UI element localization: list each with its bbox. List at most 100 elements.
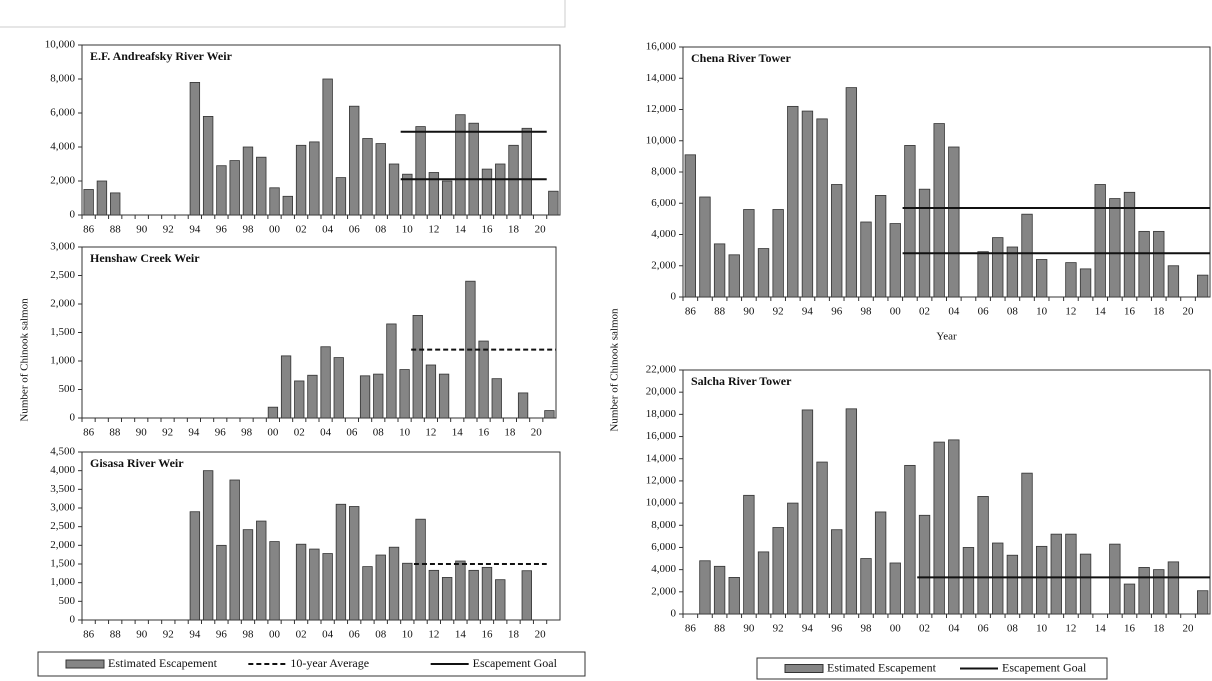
bar <box>889 223 901 298</box>
bar <box>307 374 318 419</box>
bar <box>1006 246 1019 298</box>
bar <box>743 209 755 298</box>
x-tick-label: 12 <box>428 629 439 641</box>
x-tick-label: 06 <box>349 629 361 641</box>
x-tick-label: 08 <box>375 224 387 236</box>
bar <box>1050 533 1062 615</box>
bar <box>728 577 740 615</box>
bar <box>388 546 400 621</box>
x-tick-label: 94 <box>189 224 201 236</box>
bar <box>699 560 711 615</box>
bar <box>399 369 410 419</box>
x-tick-label: 18 <box>504 427 516 439</box>
legend-box <box>37 651 586 677</box>
x-tick-label: 90 <box>136 629 148 641</box>
y-tick-label: 12,000 <box>646 474 677 486</box>
bar <box>728 254 740 298</box>
x-tick-label: 02 <box>296 629 307 641</box>
y-tick-label: 2,500 <box>50 520 75 532</box>
bar <box>1167 265 1180 298</box>
x-tick-label: 90 <box>743 306 755 318</box>
y-tick-label: 2,000 <box>50 175 75 187</box>
bar <box>269 187 280 216</box>
y-axis-label: Number of Chinook salmon <box>609 308 621 432</box>
bar <box>322 78 333 216</box>
bar <box>189 82 201 216</box>
bar <box>1079 268 1092 298</box>
bar <box>242 529 254 621</box>
x-tick-label: 16 <box>478 427 490 439</box>
y-tick-label: 8,000 <box>651 519 676 531</box>
bar <box>1006 554 1019 615</box>
x-tick-label: 20 <box>531 427 543 439</box>
x-tick-label: 08 <box>373 427 385 439</box>
bar <box>415 518 426 621</box>
bar <box>359 375 371 419</box>
bar <box>491 378 502 419</box>
bar <box>295 144 307 216</box>
bar <box>402 173 413 216</box>
bar <box>333 357 344 419</box>
x-tick-label: 06 <box>978 623 990 635</box>
y-tick-label: 1,500 <box>50 326 75 338</box>
legend-label: 10-year Average <box>290 656 369 670</box>
x-tick-label: 86 <box>83 629 95 641</box>
bar <box>335 177 347 216</box>
x-tick-label: 08 <box>375 629 387 641</box>
y-tick-label: 2,000 <box>651 259 676 271</box>
bar <box>294 380 305 419</box>
x-tick-label: 04 <box>322 629 334 641</box>
bar <box>801 110 814 298</box>
x-tick-label: 00 <box>269 224 281 236</box>
x-tick-label: 90 <box>743 623 755 635</box>
bar <box>375 554 386 621</box>
x-tick-label: 94 <box>802 623 814 635</box>
bar <box>517 392 529 419</box>
y-tick-label: 16,000 <box>646 41 677 53</box>
bar <box>83 189 94 216</box>
x-tick-label: 12 <box>425 427 436 439</box>
bar <box>904 464 916 615</box>
x-tick-label: 96 <box>215 427 227 439</box>
y-tick-label: 4,500 <box>50 446 75 458</box>
legend-label: Escapement Goal <box>473 656 558 670</box>
bar <box>1123 583 1136 615</box>
chart-title: Henshaw Creek Weir <box>90 251 200 265</box>
bar <box>495 163 506 216</box>
y-tick-label: 22,000 <box>646 364 677 376</box>
x-tick-label: 86 <box>685 306 697 318</box>
bar <box>189 511 201 621</box>
bar <box>992 542 1004 615</box>
x-tick-label: 00 <box>890 623 902 635</box>
x-tick-label: 10 <box>402 224 414 236</box>
bar <box>918 188 931 298</box>
x-tick-label: 98 <box>242 629 254 641</box>
x-tick-label: 92 <box>773 306 784 318</box>
bar <box>441 577 453 621</box>
bar <box>322 553 333 621</box>
bar <box>478 340 489 419</box>
bar <box>202 116 214 216</box>
bar <box>349 506 360 621</box>
x-tick-label: 86 <box>685 623 697 635</box>
bar <box>280 355 292 419</box>
bar <box>874 511 887 615</box>
bar <box>110 192 121 216</box>
y-tick-label: 10,000 <box>646 497 677 509</box>
x-tick-label: 96 <box>216 629 228 641</box>
y-tick-label: 0 <box>70 614 76 626</box>
bar <box>1065 262 1077 298</box>
y-tick-label: 8,000 <box>651 166 676 178</box>
bar <box>468 569 479 621</box>
x-tick-label: 04 <box>322 224 334 236</box>
x-tick-label: 86 <box>83 427 95 439</box>
bar <box>860 558 872 615</box>
x-tick-label: 16 <box>1124 623 1136 635</box>
bar <box>1197 274 1209 298</box>
x-tick-label: 16 <box>481 629 493 641</box>
bar <box>787 502 799 615</box>
y-axis-label: Number of Chinook salmon <box>19 298 31 422</box>
x-tick-label: 14 <box>1095 623 1107 635</box>
x-tick-label: 96 <box>216 224 228 236</box>
x-tick-label: 02 <box>296 224 307 236</box>
